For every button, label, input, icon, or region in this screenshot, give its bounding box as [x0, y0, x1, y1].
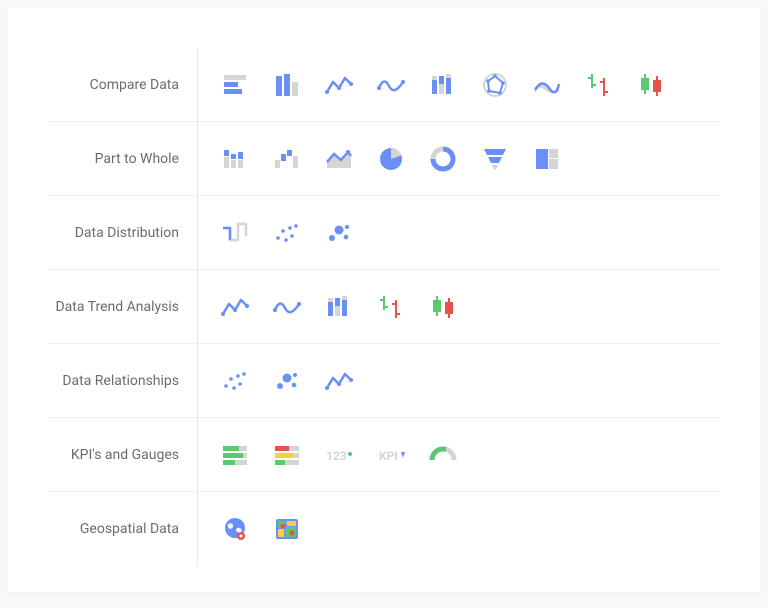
map-icon[interactable] [272, 514, 302, 544]
stacked-bar-icon[interactable] [220, 144, 250, 174]
bubble-icon[interactable] [272, 366, 302, 396]
ohlc-icon[interactable] [376, 292, 406, 322]
range-column-icon[interactable] [324, 292, 354, 322]
category-icons: 123 KPI [198, 440, 458, 470]
category-label: Data Relationships [48, 344, 198, 417]
ohlc-icon[interactable] [584, 70, 614, 100]
number-kpi-icon[interactable]: 123 [324, 440, 354, 470]
bullet-color-icon[interactable] [272, 440, 302, 470]
gauge-icon[interactable] [428, 440, 458, 470]
category-icons [198, 366, 354, 396]
category-label: KPI's and Gauges [48, 418, 198, 491]
range-spline-icon[interactable] [532, 70, 562, 100]
line-icon[interactable] [220, 292, 250, 322]
category-label: Part to Whole [48, 122, 198, 195]
spline-icon[interactable] [376, 70, 406, 100]
range-column-icon[interactable] [428, 70, 458, 100]
globe-icon[interactable] [220, 514, 250, 544]
spline-icon[interactable] [272, 292, 302, 322]
bullet-green-icon[interactable] [220, 440, 250, 470]
waterfall-icon[interactable] [272, 144, 302, 174]
category-label: Geospatial Data [48, 492, 198, 566]
svg-text:123: 123 [326, 449, 347, 463]
category-row: Data Trend Analysis [48, 270, 720, 344]
pie-icon[interactable] [376, 144, 406, 174]
line-icon[interactable] [324, 366, 354, 396]
candlestick-icon[interactable] [428, 292, 458, 322]
category-icons [198, 70, 666, 100]
category-row: Data Distribution [48, 196, 720, 270]
donut-icon[interactable] [428, 144, 458, 174]
bar-horizontal-icon[interactable] [220, 70, 250, 100]
category-row: Part to Whole [48, 122, 720, 196]
radar-icon[interactable] [480, 70, 510, 100]
category-icons [198, 144, 562, 174]
category-icons [198, 514, 302, 544]
category-label: Data Trend Analysis [48, 270, 198, 343]
kpi-text-icon[interactable]: KPI [376, 440, 406, 470]
step-line-icon[interactable] [220, 218, 250, 248]
funnel-icon[interactable] [480, 144, 510, 174]
category-row: Data Relationships [48, 344, 720, 418]
category-label: Compare Data [48, 48, 198, 121]
category-row: KPI's and Gauges 123 KPI [48, 418, 720, 492]
treemap-icon[interactable] [532, 144, 562, 174]
bar-vertical-icon[interactable] [272, 70, 302, 100]
category-row: Geospatial Data [48, 492, 720, 566]
chart-category-panel: Compare Data [8, 8, 760, 592]
scatter-icon[interactable] [272, 218, 302, 248]
category-label: Data Distribution [48, 196, 198, 269]
category-row: Compare Data [48, 48, 720, 122]
line-icon[interactable] [324, 70, 354, 100]
category-icons [198, 218, 354, 248]
scatter-icon[interactable] [220, 366, 250, 396]
candlestick-icon[interactable] [636, 70, 666, 100]
svg-text:KPI: KPI [379, 449, 398, 463]
category-icons [198, 292, 458, 322]
area-icon[interactable] [324, 144, 354, 174]
bubble-icon[interactable] [324, 218, 354, 248]
